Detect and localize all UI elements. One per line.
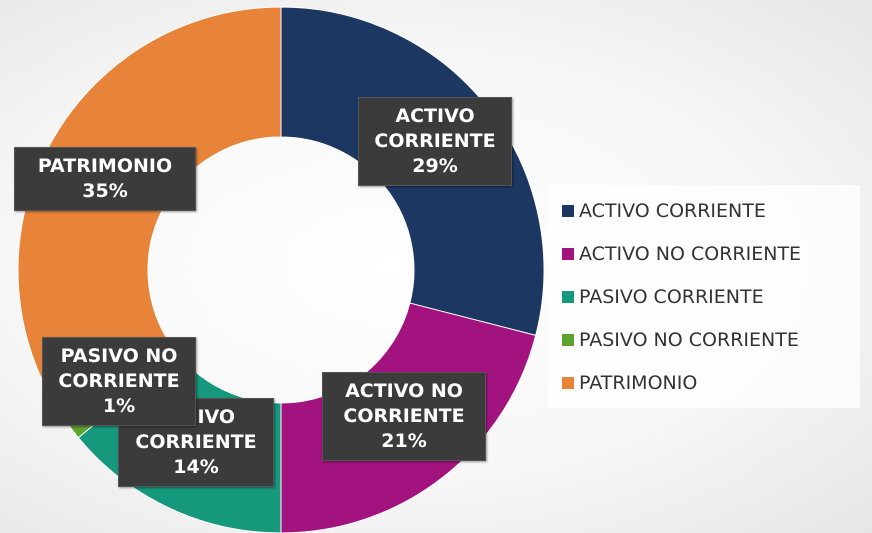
legend-swatch xyxy=(562,377,574,389)
data-label: PATRIMONIO 35% xyxy=(14,147,196,211)
legend-swatch xyxy=(562,334,574,346)
label-value: 14% xyxy=(173,456,219,478)
label-category: ACTIVO CORRIENTE xyxy=(374,105,496,152)
label-category: PATRIMONIO xyxy=(37,155,173,177)
legend-label: PATRIMONIO xyxy=(579,372,698,394)
legend-swatch xyxy=(562,291,574,303)
legend-label: ACTIVO NO CORRIENTE xyxy=(579,243,802,265)
data-label: PASIVO NO CORRIENTE 1% xyxy=(42,337,196,426)
legend-swatch xyxy=(562,248,574,260)
legend-item: ACTIVO CORRIENTE xyxy=(562,201,766,221)
legend-item: PASIVO NO CORRIENTE xyxy=(562,330,799,350)
label-value: 21% xyxy=(381,430,427,452)
legend-item: ACTIVO NO CORRIENTE xyxy=(562,244,801,264)
legend-swatch xyxy=(562,205,574,217)
data-label: ACTIVO NO CORRIENTE 21% xyxy=(322,372,486,461)
label-value: 1% xyxy=(102,395,136,417)
label-category: PASIVO NO CORRIENTE xyxy=(58,345,180,392)
legend-label: PASIVO CORRIENTE xyxy=(579,286,764,308)
label-category: ACTIVO NO CORRIENTE xyxy=(343,380,465,427)
legend-label: PASIVO NO CORRIENTE xyxy=(579,329,799,351)
legend-item: PATRIMONIO xyxy=(562,373,697,393)
donut-slice xyxy=(17,6,282,426)
data-label: ACTIVO CORRIENTE 29% xyxy=(358,97,512,186)
legend: ACTIVO CORRIENTE ACTIVO NO CORRIENTE PASIV… xyxy=(548,185,860,408)
legend-label: ACTIVO CORRIENTE xyxy=(579,200,766,222)
legend-item: PASIVO CORRIENTE xyxy=(562,287,764,307)
label-value: 35% xyxy=(82,180,128,202)
label-value: 29% xyxy=(412,155,458,177)
